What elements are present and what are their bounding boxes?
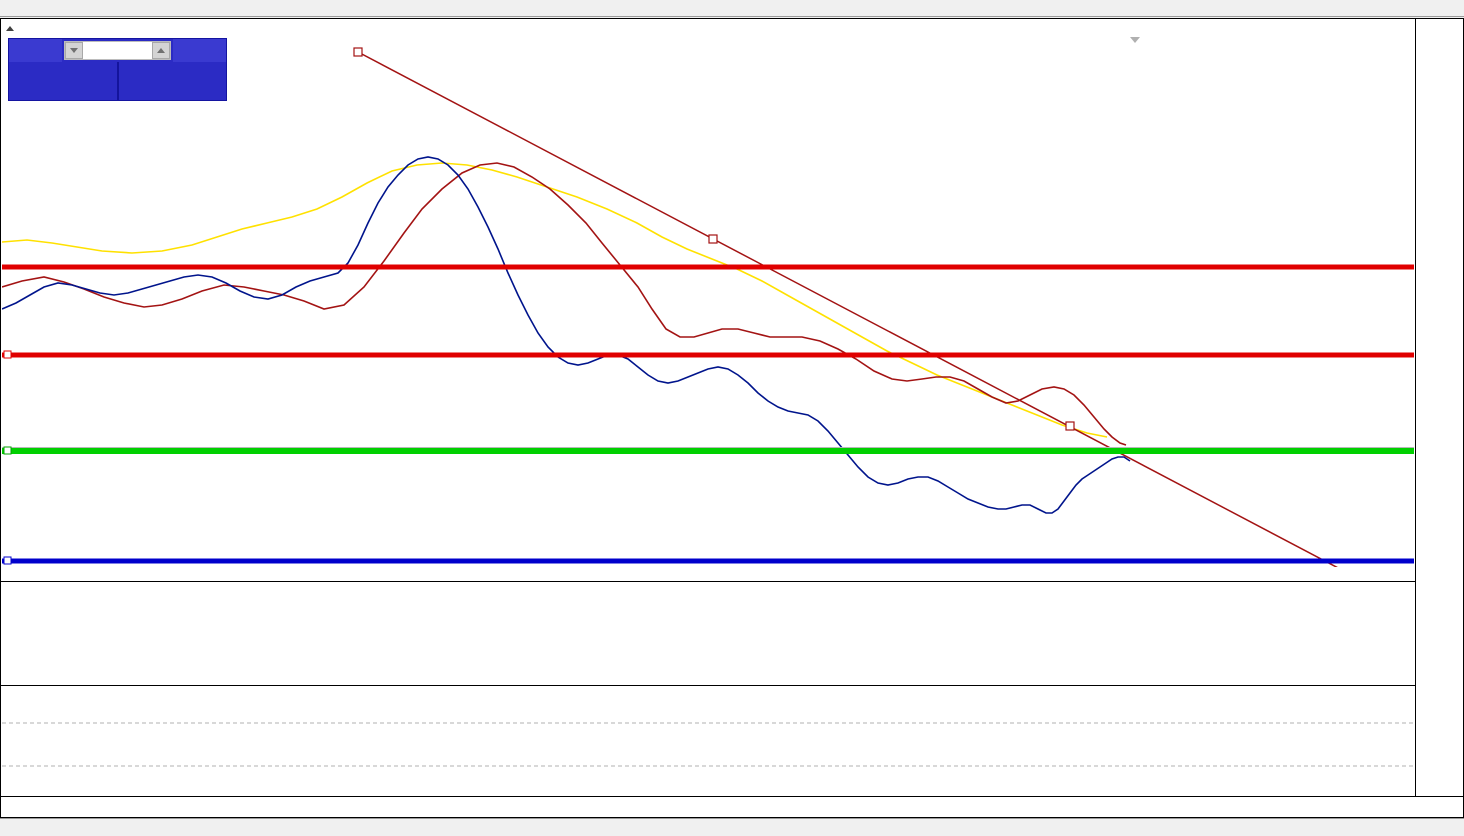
timeframe-tab-bar xyxy=(0,0,1464,17)
chevron-up-icon xyxy=(157,48,165,53)
volume-field[interactable] xyxy=(64,41,171,60)
volume-decrement-button[interactable] xyxy=(65,42,83,59)
one-click-trading-panel[interactable] xyxy=(8,38,227,101)
buy-price-display[interactable] xyxy=(116,62,227,100)
chart-symbol-header xyxy=(6,23,18,35)
macd-pane-separator xyxy=(1,581,1463,582)
hline-support-green-handle[interactable] xyxy=(3,446,12,455)
hline-support-blue-handle[interactable] xyxy=(3,556,12,565)
trendline-handle-mid2[interactable] xyxy=(708,234,718,244)
hline-resistance-2-handle[interactable] xyxy=(3,350,12,359)
chevron-down-icon xyxy=(70,48,78,53)
chart-tab-bar xyxy=(0,818,1464,836)
rsi-pane-separator xyxy=(1,685,1463,686)
rsi-pane-plot[interactable] xyxy=(2,689,1414,797)
chart-window xyxy=(0,18,1464,818)
sell-price-display[interactable] xyxy=(9,62,117,100)
price-axis[interactable] xyxy=(1415,19,1463,817)
chart-canvas[interactable] xyxy=(1,19,1463,817)
macd-pane-plot[interactable] xyxy=(2,595,1414,681)
ma-blue-line xyxy=(2,156,1131,514)
time-axis[interactable] xyxy=(1,796,1463,817)
trendline-down[interactable] xyxy=(357,51,1342,567)
ma-darkred-line xyxy=(2,162,1127,446)
chart-period-marker-icon xyxy=(1130,37,1140,43)
trendline-handle-start[interactable] xyxy=(353,47,363,57)
buy-button[interactable] xyxy=(173,39,226,62)
trendline-handle-mid[interactable] xyxy=(1065,421,1075,431)
volume-increment-button[interactable] xyxy=(152,42,170,59)
collapse-triangle-icon[interactable] xyxy=(6,26,14,31)
tab-scroll-controls[interactable] xyxy=(1449,819,1464,836)
price-pane-plot[interactable] xyxy=(2,37,1414,567)
sell-button[interactable] xyxy=(9,39,62,62)
volume-input[interactable] xyxy=(83,42,152,59)
ma-yellow-line xyxy=(2,162,1108,438)
